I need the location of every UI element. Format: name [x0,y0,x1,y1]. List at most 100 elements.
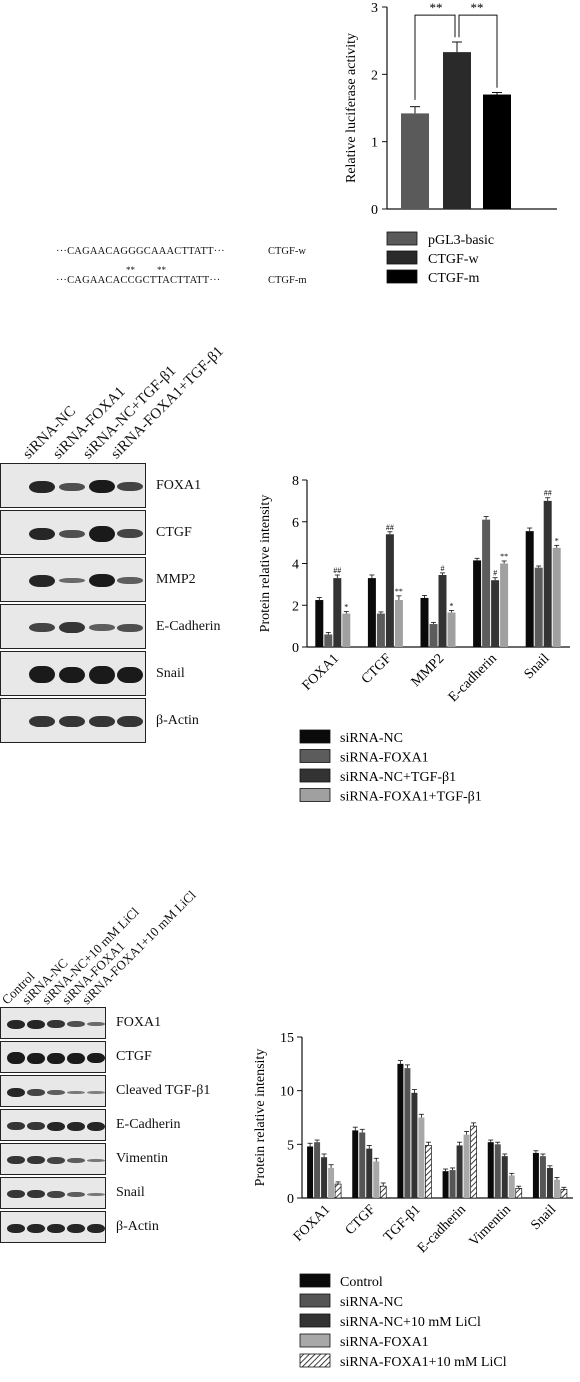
sequence-mutant: ···CAGAACACCGCTTACTTATT··· [56,275,221,286]
bar-foxa1-sirna-nc-tgf-1 [333,578,342,647]
band [59,530,85,538]
band [47,1157,65,1164]
y-tick-label: 3 [371,1,378,16]
bar-e-cadherin-sirna-foxa1 [463,1134,470,1198]
band [59,578,85,583]
band [27,1089,45,1096]
blot-strip-foxa1 [0,463,146,508]
band [117,716,143,727]
band [7,1190,25,1198]
band [7,1088,25,1097]
bar-snail-sirna-foxa1-10-mm-licl [560,1189,568,1199]
sequence-mutant-label: CTGF-m [268,275,307,286]
legend-swatch [299,729,331,744]
legend-label-sirna-nc-tgf-1: siRNA-NC+TGF-β1 [340,770,456,785]
band [87,1022,105,1026]
legend-swatch [299,1293,331,1308]
blot-label-ctgf: CTGF [156,524,192,540]
bar-tgf-1-sirna-nc-10-mm-licl [411,1092,418,1198]
band [89,526,115,542]
blot-strip-e-cadherin [0,1109,106,1141]
bar-foxa1-sirna-foxa1 [324,634,333,647]
band [117,667,143,683]
bar-mmp2-sirna-foxa1-tgf-1 [447,612,456,647]
blot-label-actin: β-Actin [116,1219,159,1234]
legend-label-sirna-foxa1-10-mm-licl: siRNA-FOXA1+10 mM LiCl [340,1355,507,1370]
bar-vimentin-sirna-nc-10-mm-licl [501,1156,508,1198]
legend-swatch [299,1353,331,1368]
band [47,1090,65,1095]
blot-strip-snail [0,1177,106,1209]
x-tick-label-e-cadherin: E-cadherin [415,1202,469,1256]
band [7,1224,25,1233]
band [47,1224,65,1233]
bar-foxa1-sirna-foxa1 [328,1167,335,1198]
band [67,1091,85,1094]
bar-mmp2-sirna-nc [420,597,429,647]
blot-label-foxa1: FOXA1 [116,1015,162,1030]
legend-swatch [299,749,331,763]
band [67,1158,85,1163]
blot-label-actin: β-Actin [156,712,199,728]
bar-mmp2-sirna-foxa1 [429,624,438,647]
legend-label-sirna-nc-10-mm-licl: siRNA-NC+10 mM LiCl [340,1315,481,1330]
band [59,622,85,633]
x-tick-label-ctgf: CTGF [343,1202,379,1238]
band [29,716,55,727]
y-axis-title: Protein relative intensity [253,1049,268,1187]
significance-mark: # [493,569,497,578]
x-tick-label-vimentin: Vimentin [467,1202,514,1249]
band [87,1053,105,1063]
x-tick-label-ctgf: CTGF [359,651,395,687]
band [59,483,85,491]
significance-mark: ## [333,566,341,575]
significance-mark: ## [544,489,552,498]
blot-label-snail: Snail [116,1185,145,1200]
legend-swatch [299,1313,331,1328]
bar-e-cadherin-sirna-foxa1-10-mm-licl [470,1125,477,1199]
band [67,1122,85,1131]
band [89,624,115,631]
bar-foxa1-sirna-nc [315,600,324,647]
band [87,1091,105,1094]
bar-snail-sirna-foxa1-tgf-1 [552,547,561,647]
y-tick-label: 2 [292,599,299,614]
bar-e-cadherin-sirna-nc [473,560,482,647]
band [7,1020,25,1029]
band [67,1021,85,1027]
x-tick-label-foxa1: FOXA1 [291,1202,334,1245]
band [87,1122,105,1131]
significance-label: ** [430,0,443,15]
bar-ctgf-sirna-foxa1-tgf-1 [394,600,403,647]
blot-strip-actin [0,1211,106,1243]
band [29,623,55,632]
band [117,529,143,538]
legend-label-sirna-foxa1: siRNA-FOXA1 [340,1335,429,1350]
band [47,1191,65,1198]
significance-mark: * [344,603,348,612]
y-tick-label: 10 [280,1085,294,1100]
bar-vimentin-sirna-nc [494,1144,501,1198]
y-tick-label: 4 [292,558,299,573]
bar-foxa1-sirna-foxa1-10-mm-licl [334,1183,342,1199]
bar-foxa1-sirna-nc [314,1142,321,1198]
x-tick-label-tgf-1: TGF-β1 [381,1202,424,1245]
band [67,1053,85,1064]
y-tick-label: 5 [287,1138,294,1153]
bar-tgf-1-sirna-nc [404,1068,411,1198]
bar-snail-sirna-nc-10-mm-licl [546,1167,553,1198]
bar-ctgf-sirna-nc-10-mm-licl [366,1148,373,1198]
band [89,480,115,493]
y-axis-title: Protein relative intensity [258,495,273,633]
sequence-wild: ···CAGAACAGGGCAAACTTATT··· [56,246,225,257]
blot-strip-vimentin [0,1143,106,1175]
band [87,1193,105,1196]
bar-vimentin-sirna-foxa1 [508,1175,515,1198]
bar-tgf-1-sirna-foxa1 [418,1117,425,1198]
bar-ctgf-sirna-nc [359,1132,366,1198]
bar-snail-control [532,1152,539,1198]
band [59,716,85,727]
bar-foxa1-sirna-nc-10-mm-licl [321,1157,328,1198]
legend-label-sirna-foxa1-tgf-1: siRNA-FOXA1+TGF-β1 [340,790,482,805]
blot-strip-ctgf [0,510,146,555]
